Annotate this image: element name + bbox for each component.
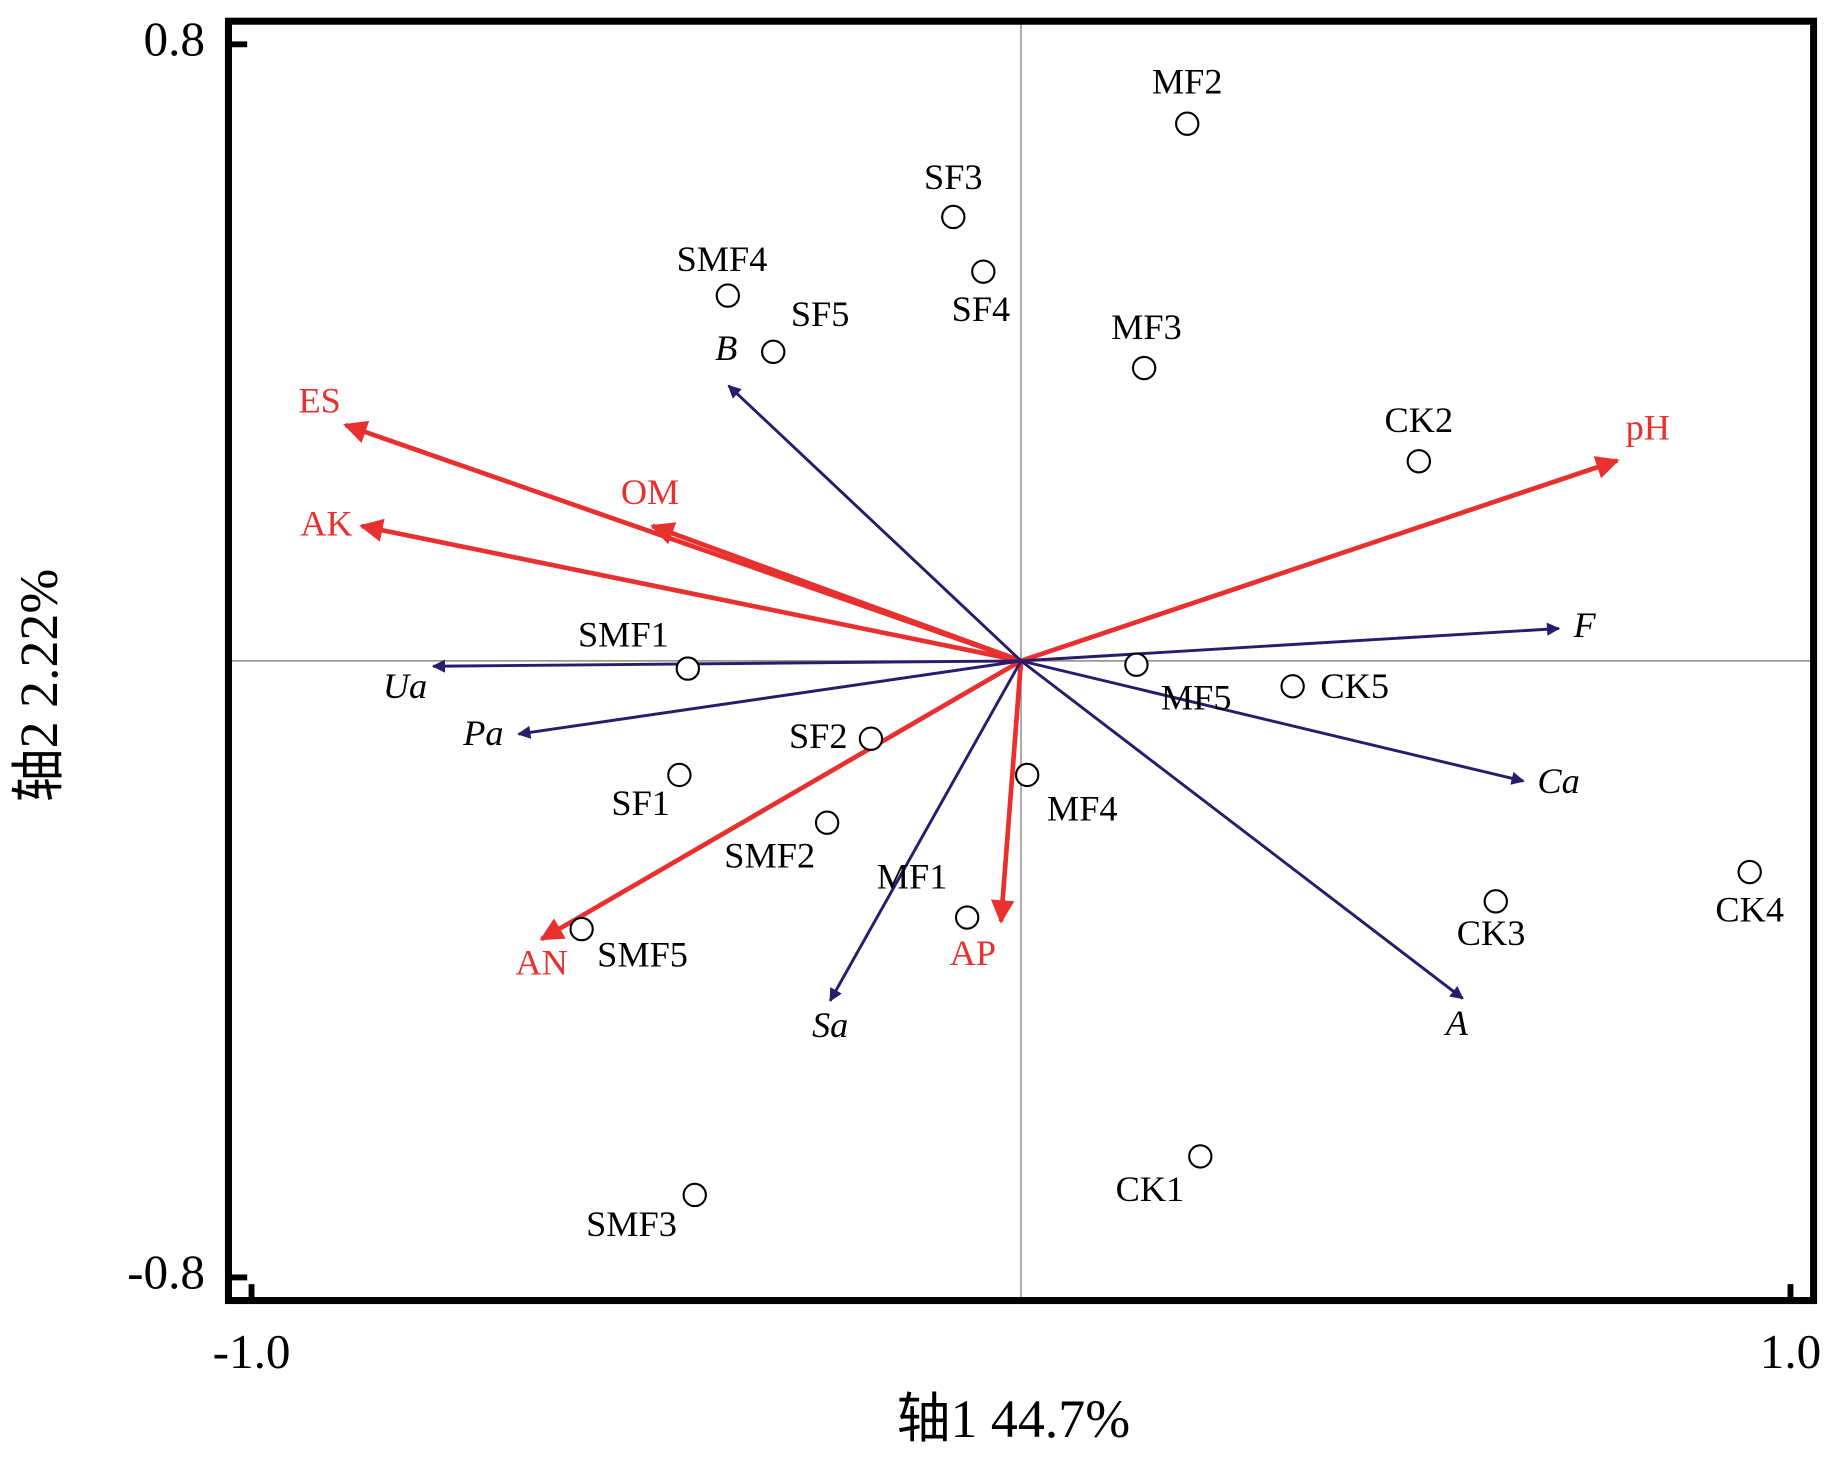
x-axis-title: 轴1 44.7% [897, 1389, 1130, 1449]
site-point [858, 726, 884, 751]
site-point [1188, 1144, 1213, 1169]
vector-arrow [517, 659, 1022, 739]
vector-arrow [1020, 456, 1620, 664]
site-label: CK5 [1320, 666, 1389, 706]
site-label: SF2 [789, 716, 848, 756]
site-point [1737, 859, 1762, 885]
vector-label: F [1573, 605, 1597, 645]
vector-label: pH [1626, 408, 1670, 448]
site-label: CK1 [1116, 1169, 1185, 1209]
vector-arrow [431, 659, 1022, 673]
site-label: MF4 [1047, 789, 1118, 829]
vector-label: B [715, 328, 737, 368]
vector-label: A [1444, 1003, 1469, 1043]
x-tick-label: 1.0 [1760, 1324, 1821, 1379]
site-label: CK3 [1457, 913, 1526, 953]
site-label: SMF3 [586, 1204, 677, 1244]
vector-arrow [1020, 659, 1525, 785]
vector-arrow [727, 384, 1023, 662]
site-point [761, 339, 786, 365]
site-label: SMF2 [724, 835, 815, 875]
site-label: CK2 [1385, 400, 1454, 440]
site-label: SF5 [791, 294, 850, 334]
vector-arrow [828, 660, 1023, 1002]
vector-label: ES [298, 380, 340, 420]
site-point [1483, 889, 1508, 914]
y-axis-title: 轴2 2.22% [9, 569, 69, 802]
site-label: SF3 [924, 157, 983, 197]
vector-arrow [650, 522, 1022, 664]
y-tick-label: 0.8 [144, 12, 205, 67]
site-label: MF5 [1161, 677, 1232, 717]
site-label: SMF1 [578, 614, 669, 654]
plot-frame [224, 17, 1818, 1305]
site-point [569, 916, 594, 942]
vector-label: Sa [812, 1005, 848, 1045]
vector-label: AP [950, 933, 996, 973]
site-label: MF1 [877, 856, 948, 896]
site-point [682, 1182, 707, 1208]
site-point [971, 259, 996, 284]
site-label: SF1 [611, 783, 670, 823]
site-point [1280, 674, 1305, 699]
site-point [1014, 762, 1040, 788]
site-point [954, 905, 980, 930]
site-label: SMF5 [597, 935, 688, 975]
site-label: SMF4 [677, 239, 768, 279]
vector-label: Pa [462, 713, 503, 753]
vector-label: Ca [1537, 761, 1579, 801]
vector-label: Ua [383, 666, 427, 706]
site-label: CK4 [1715, 889, 1784, 929]
vector-arrow [359, 518, 1022, 664]
site-label: MF2 [1152, 61, 1223, 101]
site-point [1124, 652, 1149, 677]
vector-arrow [990, 660, 1024, 924]
y-tick-label: -0.8 [127, 1245, 205, 1300]
vector-arrow [1020, 622, 1561, 663]
x-tick-label: -1.0 [213, 1324, 291, 1379]
site-point [814, 810, 840, 835]
vector-label: OM [621, 472, 680, 512]
site-point [1406, 449, 1432, 474]
site-point [715, 283, 741, 308]
site-point [667, 762, 692, 788]
vector-arrow [1020, 659, 1464, 1000]
site-label: MF3 [1111, 307, 1182, 347]
vector-label: AN [515, 942, 567, 982]
site-label: SF4 [952, 289, 1011, 329]
site-point [1131, 355, 1157, 381]
vector-arrow [539, 658, 1023, 942]
site-point [675, 656, 701, 681]
site-point [941, 204, 966, 230]
vector-label: AK [300, 504, 352, 544]
site-point [1175, 111, 1200, 136]
